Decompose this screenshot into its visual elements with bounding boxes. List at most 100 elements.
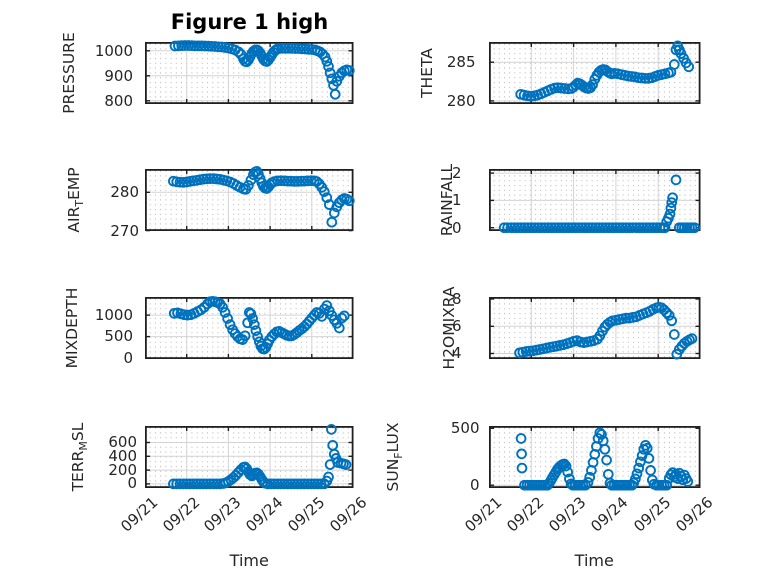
- y-tick-label: 400: [108, 446, 137, 465]
- data-point: [233, 46, 244, 58]
- data-point: [644, 464, 656, 476]
- subplot-pressure: [144, 40, 355, 105]
- data-point: [569, 222, 581, 234]
- data-markers: [168, 423, 352, 489]
- y-tick-label: 2: [451, 164, 462, 183]
- data-point: [285, 478, 297, 489]
- figure-title: Figure 1 high: [170, 10, 329, 34]
- y-tick-label: 600: [108, 433, 137, 452]
- data-point: [308, 478, 320, 489]
- data-point: [586, 222, 598, 234]
- data-point: [640, 222, 652, 234]
- axes-frame: [488, 296, 700, 359]
- y-tick-label: 0: [127, 474, 137, 493]
- data-point: [620, 222, 631, 234]
- data-point: [321, 55, 333, 67]
- data-point: [295, 175, 307, 187]
- axes-frame: [488, 41, 700, 105]
- data-point: [308, 309, 320, 320]
- data-point: [522, 222, 533, 234]
- data-point: [545, 222, 557, 234]
- data-point: [589, 222, 601, 234]
- y-tick-label: 8: [451, 289, 462, 308]
- y-axis-label-text: EMP: [65, 167, 83, 200]
- data-point: [184, 478, 196, 489]
- data-point: [643, 222, 655, 234]
- subplot-air-temp: [144, 165, 355, 232]
- data-point: [283, 42, 294, 54]
- data-point: [204, 478, 216, 489]
- data-point: [665, 202, 676, 214]
- data-point: [516, 462, 527, 473]
- data-point: [201, 173, 213, 185]
- y-axis-label-text: RAINFALL: [438, 163, 456, 237]
- data-point: [511, 222, 523, 234]
- data-point: [295, 478, 307, 489]
- data-markers: [498, 174, 700, 234]
- data-point: [181, 478, 193, 489]
- data-point: [532, 222, 543, 234]
- data-point: [613, 222, 625, 234]
- data-point: [576, 222, 587, 234]
- data-point: [663, 309, 675, 321]
- data-point: [582, 476, 593, 488]
- data-point: [179, 40, 191, 51]
- data-point: [201, 478, 213, 489]
- y-tick-label: 900: [104, 66, 133, 85]
- data-point: [538, 222, 550, 234]
- data-point: [654, 222, 665, 234]
- data-point: [515, 448, 527, 459]
- data-point: [623, 222, 635, 234]
- data-point: [505, 222, 516, 234]
- data-point: [660, 479, 672, 491]
- data-point: [338, 310, 350, 321]
- data-markers: [514, 40, 694, 102]
- data-point: [659, 222, 670, 234]
- data-point: [660, 306, 672, 318]
- data-point: [174, 176, 186, 188]
- data-point: [508, 222, 520, 234]
- data-point: [343, 195, 355, 207]
- subplot-sun-flux: [488, 425, 700, 491]
- data-point: [552, 222, 564, 234]
- data-point: [583, 471, 595, 483]
- data-point: [206, 40, 218, 52]
- data-point: [535, 222, 547, 234]
- data-point: [596, 222, 608, 234]
- data-point: [321, 299, 333, 311]
- data-point: [288, 478, 300, 489]
- axes-frame: [488, 425, 700, 488]
- data-point: [321, 192, 333, 204]
- data-point: [639, 73, 650, 84]
- data-point: [631, 467, 642, 479]
- data-point: [515, 432, 526, 444]
- data-point: [272, 478, 283, 489]
- y-tick-label: 280: [110, 183, 139, 202]
- data-point: [318, 186, 330, 197]
- data-point: [328, 207, 340, 219]
- data-point: [542, 222, 554, 234]
- data-point: [282, 175, 293, 187]
- data-point: [566, 222, 577, 234]
- data-point: [664, 208, 675, 220]
- data-point: [239, 329, 251, 341]
- data-point: [217, 301, 228, 313]
- y-axis-label-subscript: M: [77, 440, 90, 451]
- y-tick-label: 4: [451, 344, 462, 363]
- y-tick-label: 1: [451, 191, 462, 210]
- data-point: [305, 478, 317, 489]
- data-point: [174, 478, 186, 489]
- data-point: [333, 322, 345, 333]
- data-point: [289, 43, 301, 54]
- data-point: [641, 442, 653, 454]
- data-point: [222, 312, 233, 324]
- y-tick-label: 0: [451, 218, 462, 237]
- data-point: [668, 59, 680, 70]
- data-point: [323, 471, 334, 482]
- y-axis-label-text: H2OMIXRA: [440, 285, 458, 370]
- data-point: [275, 478, 287, 489]
- data-point: [501, 222, 513, 234]
- subplot-rainfall: [488, 168, 700, 234]
- data-point: [616, 222, 628, 234]
